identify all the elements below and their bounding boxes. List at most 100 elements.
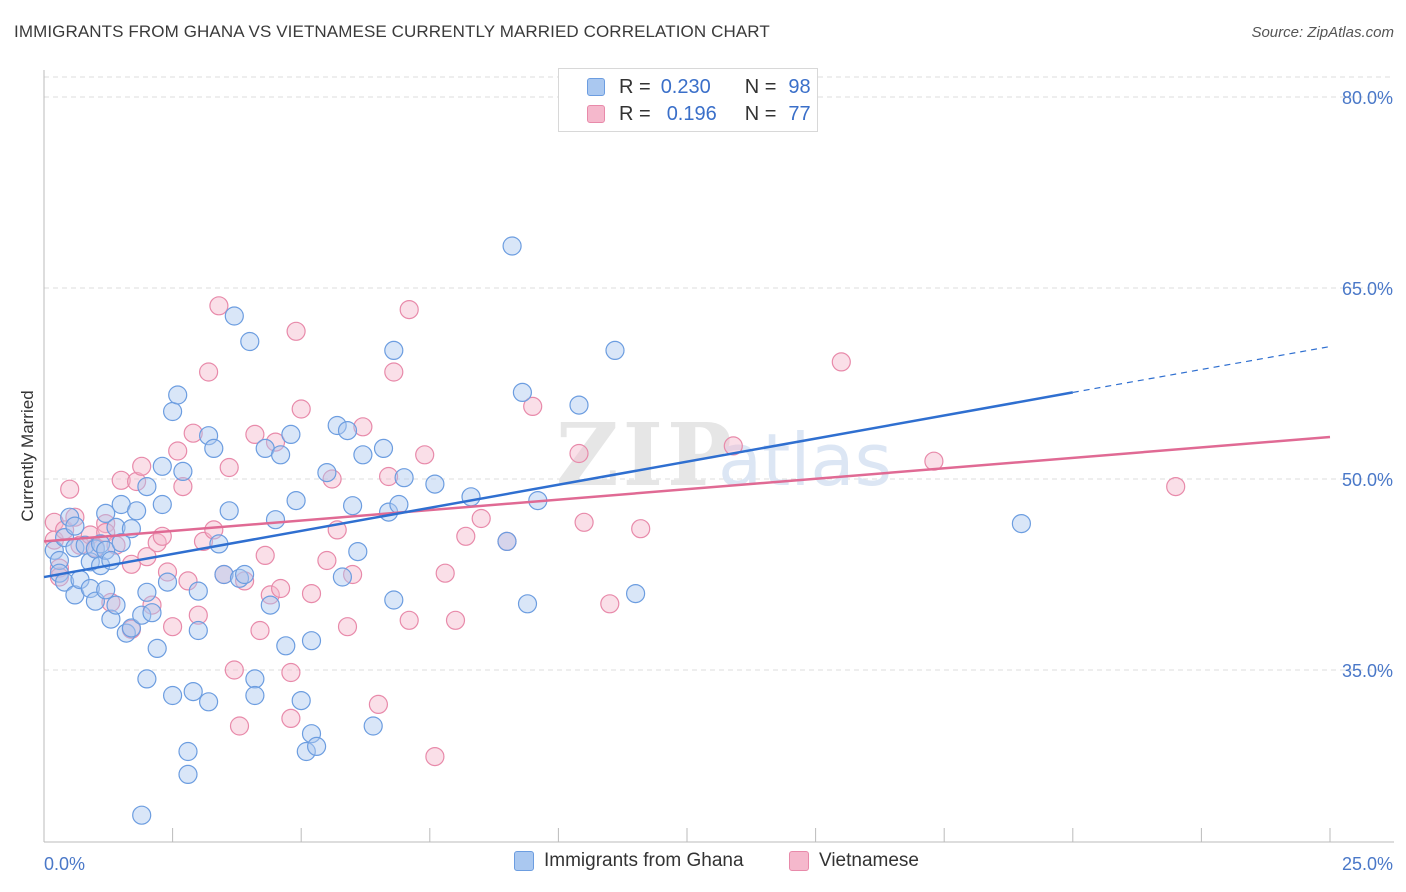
vietnamese-point	[235, 571, 255, 591]
legend-r-label: R =	[619, 75, 651, 98]
ghana-point	[188, 581, 208, 601]
vietnamese-point	[271, 578, 291, 599]
vietnamese-point	[368, 694, 388, 715]
y-tick-label: 80.0%	[1342, 88, 1393, 108]
ghana-point	[137, 477, 157, 497]
vietnamese-point	[399, 610, 419, 630]
ghana-point	[461, 487, 481, 507]
ghana-point	[188, 620, 208, 641]
ghana-point	[569, 395, 589, 415]
vietnamese-point	[132, 456, 152, 476]
ghana-point	[291, 690, 311, 711]
ghana-point	[384, 590, 404, 610]
ghana-point	[229, 568, 250, 588]
ghana-point	[219, 501, 239, 521]
vietnamese-point	[322, 469, 342, 489]
ghana-point	[132, 805, 152, 825]
ghana-point	[65, 516, 85, 536]
ghana-trend-extension	[1072, 345, 1331, 394]
ghana-point	[502, 236, 522, 256]
x-tick-label: 0.0%	[44, 854, 85, 874]
ghana-point	[163, 685, 183, 706]
ghana-point	[168, 385, 188, 405]
ghana-point	[332, 567, 352, 587]
ghana-point	[163, 401, 183, 422]
ghana-point	[137, 582, 157, 602]
ghana-point	[96, 580, 116, 600]
bottom-legend-ghana: Immigrants from Ghana	[514, 850, 744, 872]
vietnamese-point	[291, 399, 311, 419]
ghana-point	[337, 421, 358, 441]
ghana-point	[276, 636, 296, 656]
vietnamese-point	[281, 662, 301, 683]
legend-row-ghana: R = 0.230 N = 98	[587, 74, 811, 100]
legend-n-value: 98	[788, 75, 811, 98]
vietnamese-point	[600, 594, 620, 614]
ghana-point	[625, 583, 646, 604]
vietnamese-point	[229, 716, 250, 736]
vietnamese-point	[337, 617, 358, 637]
ghana-point	[384, 340, 404, 360]
ghana-point	[178, 764, 198, 785]
ghana-point	[497, 531, 517, 552]
vietnamese-point	[445, 610, 466, 630]
legend-n-label: N =	[744, 75, 777, 98]
trend-lines	[43, 345, 1331, 579]
vietnamese-point	[173, 477, 193, 497]
chart-title: IMMIGRANTS FROM GHANA VS VIETNAMESE CURR…	[14, 22, 770, 41]
vietnamese-point	[127, 471, 147, 492]
legend-swatch-ghana	[587, 78, 605, 96]
vietnamese-points	[44, 296, 1186, 767]
vietnamese-point	[168, 441, 188, 461]
vietnamese-point	[250, 620, 270, 641]
ghana-point	[60, 507, 80, 527]
ghana-point	[363, 716, 383, 736]
vietnamese-point	[631, 519, 651, 539]
ghana-point	[317, 463, 337, 483]
bottom-swatch-ghana	[514, 851, 534, 871]
vietnamese-point	[178, 571, 198, 591]
ghana-point	[1011, 513, 1032, 534]
ghana-point	[605, 340, 625, 360]
vietnamese-point	[379, 466, 399, 487]
vietnamese-point	[353, 417, 373, 437]
vietnamese-point	[723, 436, 743, 456]
vietnamese-point	[101, 592, 121, 613]
ghana-point	[517, 594, 538, 614]
vietnamese-point	[199, 362, 219, 382]
ghana-point	[224, 306, 244, 326]
vietnamese-point	[209, 296, 229, 316]
x-tick-label: 25.0%	[1342, 854, 1393, 874]
ghana-trend-line	[43, 391, 1074, 579]
ghana-point	[327, 415, 347, 436]
ghana-point	[137, 669, 157, 689]
ghana-point	[80, 578, 100, 599]
ghana-point	[389, 494, 409, 515]
ghana-point	[121, 618, 141, 638]
ghana-point	[157, 572, 178, 592]
watermark-atlas: atlas	[718, 418, 892, 502]
source-credit: Source: ZipAtlas.com	[1251, 24, 1394, 41]
vietnamese-point	[286, 321, 306, 341]
vietnamese-point	[188, 605, 208, 625]
ghana-point	[199, 692, 219, 712]
ghana-point	[152, 494, 172, 515]
vietnamese-point	[831, 352, 851, 372]
vietnamese-point	[471, 508, 491, 529]
vietnamese-trend-line	[43, 435, 1331, 543]
ghana-point	[90, 534, 111, 554]
vietnamese-point	[456, 526, 476, 546]
ghana-point	[307, 736, 327, 757]
vietnamese-point	[281, 708, 301, 729]
legend-r-value: 0.196	[666, 102, 717, 125]
vietnamese-point	[260, 585, 280, 605]
ghana-point	[106, 595, 126, 615]
bottom-legend-vietnamese: Vietnamese	[789, 850, 919, 872]
ghana-point	[204, 438, 224, 458]
ghana-point	[80, 552, 100, 572]
vietnamese-point	[415, 445, 435, 465]
vietnamese-point	[317, 550, 337, 571]
ghana-point	[425, 474, 445, 494]
vietnamese-point	[569, 443, 589, 464]
ghana-point	[214, 564, 234, 585]
